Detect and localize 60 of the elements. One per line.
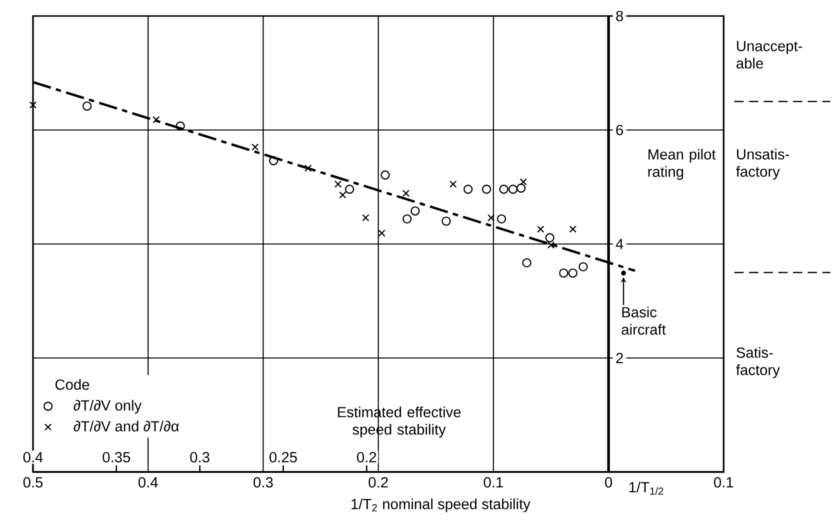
- point: [334, 180, 342, 188]
- point: [499, 184, 508, 194]
- point: [152, 116, 160, 124]
- x2-tick-label: 0.3: [190, 452, 210, 462]
- text: Satis-factory: [736, 347, 780, 378]
- point: [522, 258, 532, 268]
- point: [559, 268, 568, 278]
- text: Unaccept-able: [736, 40, 802, 69]
- point: [578, 262, 588, 272]
- point: [410, 206, 420, 216]
- text: Unsatis-factory: [736, 148, 790, 180]
- y-tick-label: 8: [616, 10, 623, 22]
- point: [362, 214, 370, 222]
- point: [496, 214, 506, 224]
- point: [482, 184, 492, 194]
- point: [442, 216, 451, 226]
- x-tick-label: 0.4: [138, 477, 158, 488]
- point: [380, 170, 390, 180]
- y-tick-label: 6: [616, 124, 623, 136]
- point: [344, 184, 354, 194]
- legend-label: ∂T/∂V and ∂T/∂α: [74, 420, 179, 432]
- point: [537, 226, 544, 233]
- point: [82, 101, 92, 111]
- x2-tick-label: 0.4: [23, 452, 43, 462]
- point: [508, 184, 518, 194]
- legend-title: Code: [55, 379, 90, 390]
- y-axis-title: Mean pilot rating: [648, 148, 716, 180]
- point: [339, 191, 346, 199]
- point: [378, 230, 386, 237]
- x-tick-label: 0.1: [714, 477, 734, 488]
- point: [520, 178, 527, 186]
- annotation: Basic aircraft: [622, 306, 666, 335]
- text: 1/T$_{1/2}$: [629, 482, 664, 495]
- point: [268, 156, 278, 166]
- point: [516, 184, 526, 193]
- point: [402, 214, 412, 224]
- point: [176, 121, 185, 131]
- point: [304, 164, 312, 172]
- point: [450, 180, 457, 188]
- x2-tick-label: 0.2: [357, 452, 376, 462]
- x-axis-title: 1/T$_{2}$ nominal speed stability: [352, 498, 530, 512]
- point: [547, 242, 555, 249]
- point: [568, 268, 578, 278]
- y-tick-label: 4: [616, 238, 624, 250]
- point: [402, 190, 410, 197]
- point: [545, 233, 554, 242]
- y-tick-label: 2: [616, 352, 623, 364]
- point: [464, 184, 473, 194]
- x-tick-label: 0.2: [368, 477, 388, 488]
- point: [29, 101, 37, 109]
- legend-label: ∂T/∂V only: [74, 400, 142, 414]
- x-tick-label: 0.3: [254, 477, 273, 488]
- x-tick-label: 0: [605, 477, 612, 488]
- point: [252, 143, 259, 151]
- point: [569, 226, 576, 233]
- x-tick-label: 0.1: [484, 477, 503, 488]
- x-tick-label: 0.5: [23, 477, 43, 488]
- x2-tick-label: 0.25: [270, 452, 297, 462]
- x2-tick-label: 0.35: [102, 452, 130, 462]
- point: [488, 214, 495, 222]
